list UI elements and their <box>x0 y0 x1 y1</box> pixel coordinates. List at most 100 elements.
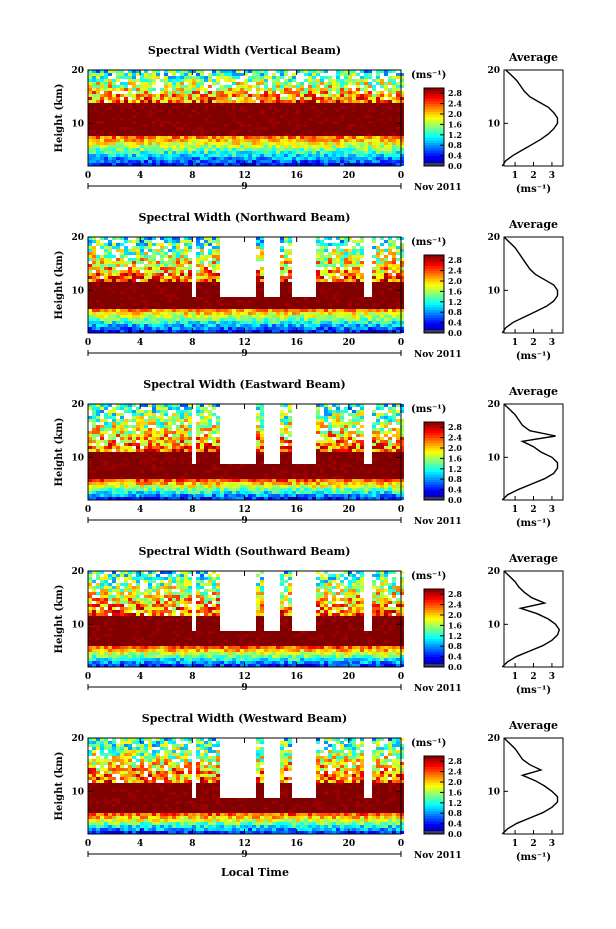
heatmap-cell <box>172 276 176 279</box>
heatmap-cell <box>112 306 116 309</box>
heatmap-cell <box>316 255 320 258</box>
heatmap-cell <box>348 237 352 240</box>
heatmap-cell <box>116 425 120 428</box>
heatmap-cell <box>292 139 296 142</box>
heatmap-cell <box>376 79 380 82</box>
heatmap-cell <box>96 240 100 243</box>
heatmap-cell <box>388 273 392 276</box>
heatmap-cell <box>140 413 144 416</box>
heatmap-cell <box>312 160 316 163</box>
heatmap-cell <box>208 106 212 109</box>
heatmap-cell <box>148 94 152 97</box>
heatmap-cell <box>132 309 136 312</box>
heatmap-cell <box>320 318 324 321</box>
heatmap-cell <box>120 416 124 419</box>
heatmap-cell <box>396 157 400 160</box>
heatmap-cell <box>152 324 156 327</box>
heatmap-cell <box>196 264 200 267</box>
heatmap-cell <box>280 82 284 85</box>
heatmap-cell <box>116 309 120 312</box>
heatmap-cell <box>108 455 112 458</box>
heatmap-cell <box>132 473 136 476</box>
heatmap-cell <box>220 312 224 315</box>
heatmap-cell <box>180 291 184 294</box>
heatmap-cell <box>356 261 360 264</box>
heatmap-cell <box>96 291 100 294</box>
heatmap-cell <box>224 139 228 142</box>
heatmap-cell <box>232 312 236 315</box>
heatmap-cell <box>296 300 300 303</box>
heatmap-cell <box>136 476 140 479</box>
heatmap-cell <box>128 258 132 261</box>
heatmap-cell <box>280 109 284 112</box>
heatmap-cell <box>208 327 212 330</box>
heatmap-cell <box>288 240 292 243</box>
heatmap-cell <box>348 70 352 73</box>
heatmap-cell <box>140 330 144 333</box>
heatmap-cell <box>308 106 312 109</box>
heatmap-cell <box>232 112 236 115</box>
heatmap-cell <box>124 109 128 112</box>
heatmap-cell <box>392 270 396 273</box>
heatmap-cell <box>252 297 256 300</box>
heatmap-cell <box>184 300 188 303</box>
heatmap-cell <box>152 252 156 255</box>
heatmap-cell <box>124 252 128 255</box>
heatmap-cell <box>284 303 288 306</box>
heatmap-cell <box>360 240 364 243</box>
heatmap-cell <box>364 79 368 82</box>
heatmap-cell <box>320 106 324 109</box>
heatmap-cell <box>216 255 220 258</box>
heatmap-cell <box>148 73 152 76</box>
heatmap-cell <box>336 258 340 261</box>
heatmap-cell <box>172 145 176 148</box>
heatmap-cell <box>364 73 368 76</box>
heatmap-cell <box>172 273 176 276</box>
heatmap-cell <box>204 270 208 273</box>
heatmap-cell <box>148 422 152 425</box>
heatmap-cell <box>204 324 208 327</box>
heatmap-cell <box>316 285 320 288</box>
heatmap-cell <box>268 130 272 133</box>
heatmap-cell <box>356 243 360 246</box>
heatmap-cell <box>100 446 104 449</box>
heatmap-cell <box>308 315 312 318</box>
heatmap-cell <box>132 330 136 333</box>
heatmap-cell <box>88 285 92 288</box>
heatmap-cell <box>320 294 324 297</box>
heatmap-cell <box>344 285 348 288</box>
heatmap-cell <box>176 327 180 330</box>
heatmap-cell <box>400 261 404 264</box>
heatmap-cell <box>400 145 404 148</box>
heatmap-cell <box>180 118 184 121</box>
heatmap-cell <box>400 246 404 249</box>
heatmap-cell <box>284 255 288 258</box>
heatmap-cell <box>144 491 148 494</box>
heatmap-cell <box>152 312 156 315</box>
heatmap-cell <box>172 127 176 130</box>
heatmap-cell <box>156 160 160 163</box>
heatmap-cell <box>280 294 284 297</box>
heatmap-cell <box>252 148 256 151</box>
heatmap-cell <box>128 130 132 133</box>
heatmap-cell <box>348 261 352 264</box>
heatmap-cell <box>116 476 120 479</box>
heatmap-cell <box>88 151 92 154</box>
heatmap-cell <box>156 142 160 145</box>
heatmap-cell <box>140 431 144 434</box>
heatmap-cell <box>132 145 136 148</box>
heatmap-cell <box>144 440 148 443</box>
average-x-label: (ms⁻¹) <box>516 351 551 362</box>
heatmap-cell <box>396 249 400 252</box>
heatmap-cell <box>112 133 116 136</box>
heatmap-cell <box>188 127 192 130</box>
heatmap-cell <box>188 282 192 285</box>
heatmap-cell <box>356 115 360 118</box>
heatmap-cell <box>260 318 264 321</box>
heatmap-cell <box>316 103 320 106</box>
heatmap-cell <box>164 327 168 330</box>
heatmap-cell <box>116 407 120 410</box>
heatmap-cell <box>224 130 228 133</box>
heatmap-cell <box>196 321 200 324</box>
